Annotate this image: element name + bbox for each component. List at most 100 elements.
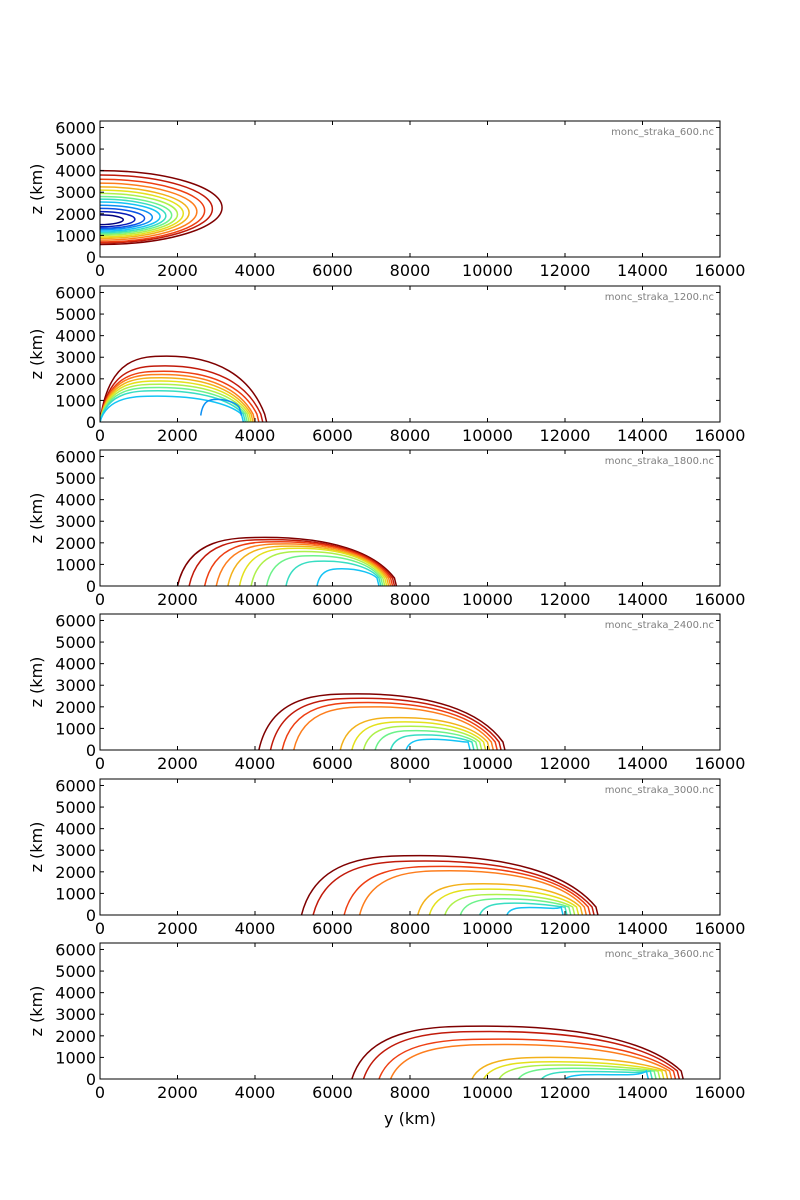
y-tick-label: 3000 — [55, 183, 96, 202]
x-tick-label: 2000 — [157, 919, 198, 938]
x-tick-label: 8000 — [390, 426, 431, 445]
y-tick-label: 6000 — [55, 118, 96, 137]
contour-level-14 — [100, 214, 125, 226]
x-tick-label: 8000 — [390, 919, 431, 938]
contour-panel-5: 0 2000 4000 6000 8000 10000 12000 14000 16000 0 10… — [27, 776, 745, 938]
x-tick-label: 14000 — [617, 1083, 668, 1102]
x-tick-label: 6000 — [312, 754, 353, 773]
contour-level-8 — [459, 898, 572, 915]
x-tick-label: 0 — [95, 919, 105, 938]
x-tick-label: 10000 — [462, 590, 513, 609]
y-tick-label: 4000 — [55, 491, 96, 510]
y-tick-label: 4000 — [55, 162, 96, 181]
contour-level-6 — [482, 1060, 665, 1079]
contour-level-3 — [100, 178, 206, 243]
x-tick-label: 12000 — [540, 1083, 591, 1102]
y-tick-label: 2000 — [55, 863, 96, 882]
y-tick-label: 4000 — [55, 327, 96, 346]
contour-level-8 — [265, 555, 384, 586]
contour-level-5 — [339, 716, 491, 750]
contour-level-2 — [100, 174, 214, 244]
x-tick-label: 0 — [95, 426, 105, 445]
contour-level-7 — [362, 725, 483, 750]
y-tick-label: 1000 — [55, 391, 96, 410]
x-tick-label: 2000 — [157, 426, 198, 445]
x-tick-label: 14000 — [617, 426, 668, 445]
contour-level-10 — [506, 905, 564, 915]
y-tick-label: 3000 — [55, 841, 96, 860]
contour-level-4 — [100, 182, 198, 241]
plot-area — [100, 121, 720, 257]
y-tick-label: 0 — [86, 413, 96, 432]
x-tick-label: 6000 — [312, 1083, 353, 1102]
y-tick-label: 1000 — [55, 226, 96, 245]
contour-lines — [258, 693, 506, 750]
contour-lines — [300, 854, 599, 915]
contour-level-8 — [100, 195, 173, 235]
x-tick-label: 10000 — [462, 426, 513, 445]
y-tick-label: 5000 — [55, 305, 96, 324]
contour-panel-6: 0 2000 4000 6000 8000 10000 12000 14000 16000 0 10… — [27, 940, 745, 1128]
x-tick-label: 0 — [95, 261, 105, 280]
contour-level-2 — [312, 860, 595, 915]
y-tick-label: 5000 — [55, 469, 96, 488]
x-tick-label: 16000 — [695, 754, 746, 773]
contour-panel-1: 0 2000 4000 6000 8000 10000 12000 14000 16000 0 10… — [27, 118, 745, 280]
x-tick-label: 10000 — [462, 919, 513, 938]
y-axis-label: z (km) — [27, 493, 46, 544]
x-tick-label: 4000 — [235, 1083, 276, 1102]
contour-lines — [100, 355, 268, 422]
contour-level-6 — [100, 189, 185, 238]
x-tick-label: 16000 — [695, 1083, 746, 1102]
contour-level-12 — [100, 207, 146, 230]
x-tick-label: 12000 — [540, 426, 591, 445]
contour-level-10 — [316, 567, 380, 586]
y-tick-label: 4000 — [55, 820, 96, 839]
x-tick-label: 4000 — [235, 261, 276, 280]
contour-level-5 — [100, 376, 254, 422]
contour-level-7 — [498, 1064, 661, 1079]
contour-level-6 — [351, 721, 487, 750]
y-tick-label: 0 — [86, 248, 96, 267]
x-tick-label: 8000 — [390, 261, 431, 280]
file-label: monc_straka_1200.nc — [605, 292, 714, 303]
x-tick-label: 0 — [95, 754, 105, 773]
x-tick-label: 2000 — [157, 261, 198, 280]
contour-level-9 — [100, 389, 247, 422]
x-tick-label: 6000 — [312, 590, 353, 609]
contour-level-3 — [100, 370, 260, 422]
contour-level-4 — [293, 706, 495, 750]
y-tick-label: 6000 — [55, 283, 96, 302]
y-axis-label: z (km) — [27, 164, 46, 215]
file-label: monc_straka_600.nc — [611, 127, 714, 138]
contour-level-13 — [100, 210, 136, 228]
contour-level-1 — [100, 355, 268, 422]
y-tick-label: 2000 — [55, 698, 96, 717]
y-tick-label: 5000 — [55, 140, 96, 159]
y-tick-label: 4000 — [55, 655, 96, 674]
x-tick-label: 10000 — [462, 261, 513, 280]
contour-level-1 — [258, 693, 506, 750]
contour-lines — [176, 536, 398, 586]
x-tick-label: 6000 — [312, 919, 353, 938]
contour-level-1 — [100, 169, 223, 246]
contour-level-4 — [358, 869, 588, 915]
contour-level-9 — [389, 734, 475, 750]
y-tick-label: 1000 — [55, 555, 96, 574]
contour-level-5 — [417, 882, 584, 915]
y-tick-label: 5000 — [55, 633, 96, 652]
file-label: monc_straka_2400.nc — [605, 620, 714, 631]
y-tick-label: 0 — [86, 741, 96, 760]
contour-level-9 — [100, 198, 167, 234]
contour-level-3 — [378, 1038, 677, 1079]
contour-level-7 — [444, 893, 576, 915]
contour-level-10 — [100, 201, 161, 232]
file-label: monc_straka_1800.nc — [605, 456, 714, 467]
contour-level-5 — [227, 545, 390, 586]
contour-level-3 — [203, 540, 394, 586]
x-tick-label: 0 — [95, 590, 105, 609]
contour-panel-3: 0 2000 4000 6000 8000 10000 12000 14000 16000 0 10… — [27, 447, 745, 609]
x-tick-label: 14000 — [617, 754, 668, 773]
contour-level-6 — [238, 547, 388, 586]
contour-level-3 — [343, 865, 591, 915]
